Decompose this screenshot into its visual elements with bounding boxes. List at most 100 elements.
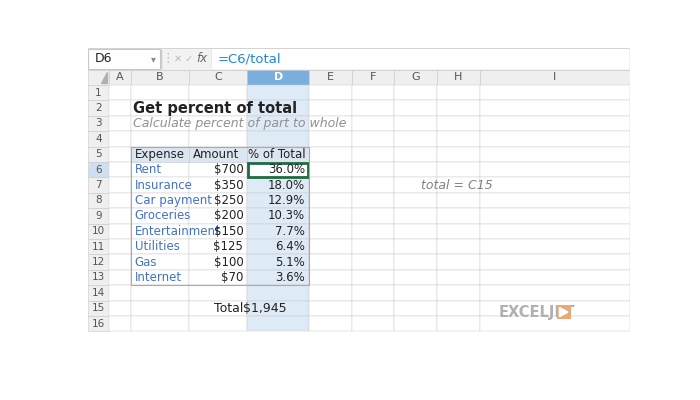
Bar — [437, 300, 480, 316]
Bar — [189, 85, 247, 100]
Bar — [394, 162, 437, 177]
Bar — [109, 208, 131, 224]
Text: $350: $350 — [214, 178, 244, 192]
Bar — [352, 239, 394, 254]
Text: Calculate percent of part to whole: Calculate percent of part to whole — [133, 117, 346, 130]
Text: D6: D6 — [95, 52, 113, 65]
Bar — [109, 85, 131, 100]
Bar — [247, 116, 309, 131]
Bar — [109, 162, 131, 177]
Text: 12: 12 — [92, 257, 105, 267]
Text: EXCELJET: EXCELJET — [498, 305, 575, 320]
Bar — [480, 224, 630, 239]
Bar — [352, 316, 394, 331]
Bar — [480, 300, 630, 316]
Bar — [247, 193, 309, 208]
Bar — [109, 316, 131, 331]
Bar — [88, 48, 630, 70]
Bar — [437, 116, 480, 131]
Text: 6.4%: 6.4% — [275, 240, 305, 253]
Bar — [247, 208, 309, 224]
Bar — [352, 300, 394, 316]
Text: 5.1%: 5.1% — [276, 256, 305, 268]
Text: 12.9%: 12.9% — [268, 194, 305, 207]
Text: $100: $100 — [214, 256, 244, 268]
Bar — [480, 193, 630, 208]
Text: $700: $700 — [214, 163, 244, 176]
Bar — [131, 162, 189, 177]
Bar — [109, 239, 131, 254]
Bar — [437, 316, 480, 331]
Bar — [352, 146, 394, 162]
Bar — [394, 177, 437, 193]
Bar — [394, 208, 437, 224]
Bar — [247, 162, 309, 177]
Bar — [309, 116, 352, 131]
Bar — [189, 177, 247, 193]
Bar — [309, 193, 352, 208]
Text: Rent: Rent — [135, 163, 162, 176]
Bar — [88, 85, 109, 100]
Bar — [109, 146, 131, 162]
Bar — [480, 70, 630, 85]
Text: 7.7%: 7.7% — [275, 225, 305, 238]
Text: 6: 6 — [95, 165, 101, 175]
Bar — [480, 316, 630, 331]
Bar — [437, 100, 480, 116]
Text: Utilities: Utilities — [135, 240, 180, 253]
Text: Car payment: Car payment — [135, 194, 212, 207]
Bar — [247, 70, 309, 85]
Text: 10: 10 — [92, 226, 105, 236]
Text: Total: Total — [214, 302, 244, 315]
Bar — [394, 100, 437, 116]
Text: ✓: ✓ — [185, 54, 193, 64]
Bar — [189, 208, 247, 224]
Bar — [189, 254, 247, 270]
Bar — [88, 270, 109, 285]
Bar — [131, 193, 189, 208]
Text: Amount: Amount — [193, 148, 239, 161]
Text: 18.0%: 18.0% — [268, 178, 305, 192]
Bar — [309, 254, 352, 270]
Bar — [480, 270, 630, 285]
Bar — [394, 131, 437, 146]
Bar — [394, 116, 437, 131]
Bar — [109, 100, 131, 116]
Bar — [109, 300, 131, 316]
Bar — [131, 316, 189, 331]
Text: $1,945: $1,945 — [244, 302, 287, 315]
Text: $250: $250 — [214, 194, 244, 207]
Polygon shape — [559, 308, 568, 317]
Bar — [189, 285, 247, 300]
Text: 13: 13 — [92, 272, 105, 282]
Text: ▾: ▾ — [151, 54, 156, 64]
Bar — [247, 300, 309, 316]
Text: 9: 9 — [95, 211, 101, 221]
Bar — [109, 270, 131, 285]
Bar — [247, 239, 309, 254]
Bar — [352, 285, 394, 300]
Bar — [189, 316, 247, 331]
Bar — [131, 239, 189, 254]
Bar — [109, 131, 131, 146]
Bar — [131, 146, 189, 162]
Polygon shape — [102, 72, 107, 83]
Bar — [189, 224, 247, 239]
Bar — [131, 300, 189, 316]
Text: B: B — [156, 72, 164, 82]
Bar — [189, 131, 247, 146]
Bar — [437, 285, 480, 300]
Bar — [480, 285, 630, 300]
Bar — [437, 177, 480, 193]
Bar — [394, 239, 437, 254]
Text: 11: 11 — [92, 242, 105, 252]
Bar — [189, 162, 247, 177]
Text: $150: $150 — [214, 225, 244, 238]
Text: 14: 14 — [92, 288, 105, 298]
Bar — [109, 285, 131, 300]
Bar — [88, 300, 109, 316]
Bar — [309, 300, 352, 316]
Text: Expense: Expense — [135, 148, 185, 161]
Text: 10.3%: 10.3% — [268, 209, 305, 222]
Bar — [189, 146, 247, 162]
